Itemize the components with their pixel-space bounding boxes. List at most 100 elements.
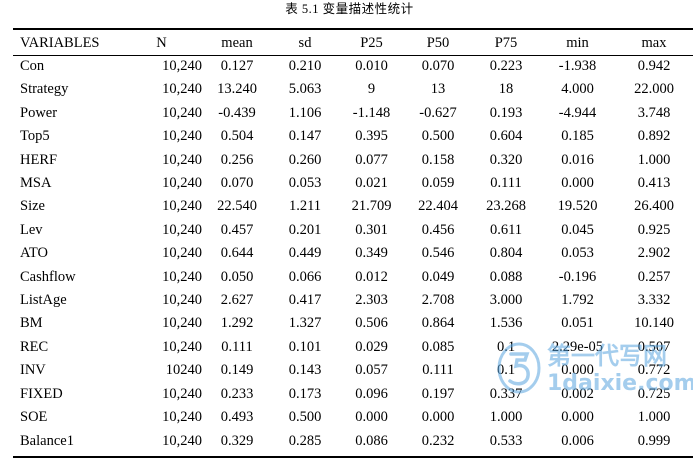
variable-name-cell: Con (20, 58, 45, 74)
stat-cell-min: 19.520 (557, 198, 598, 215)
stat-cell-n: 10,240 (162, 58, 202, 74)
column-header-max: max (641, 35, 667, 51)
column-header-p75: P75 (494, 35, 518, 51)
stat-cell-p50: 0.158 (421, 151, 455, 168)
variable-name-cell: Strategy (20, 81, 69, 98)
stat-cell-p25: 0.029 (355, 338, 388, 355)
variable-name-cell: INV (20, 362, 46, 379)
variable-name-cell: FIXED (20, 385, 63, 402)
stat-cell-sd: 1.106 (288, 104, 322, 121)
table-row: Strategy 10,240 13.240 5.063 9 13 18 4.000 22.00… (13, 78, 693, 101)
stat-cell-max: 3.748 (637, 104, 671, 121)
variable-name-cell: SOE (20, 409, 48, 426)
table-row: Size 10,240 22.540 1.211 21.709 22.404 23.268 1… (13, 195, 693, 218)
column-header-p50: P50 (426, 35, 450, 51)
stat-cell-n: 10240 (165, 362, 202, 379)
column-header-mean: mean (221, 35, 253, 51)
column-header-n: N (156, 35, 167, 51)
stat-cell-p25: 0.000 (355, 409, 388, 426)
stat-cell-sd: 0.417 (288, 292, 322, 309)
table-row: Con 10,240 0.127 0.210 0.010 0.070 0.223 -1.938… (13, 55, 693, 78)
table-caption: 表 5.1 变量描述性统计 (285, 2, 414, 16)
column-header-variables: VARIABLES (20, 35, 100, 51)
stat-cell-mean: 0.457 (220, 221, 254, 238)
stat-cell-sd: 0.449 (288, 245, 322, 262)
stat-cell-sd: 0.053 (288, 175, 322, 192)
stat-cell-p25: 0.021 (355, 175, 388, 192)
stat-cell-sd: 0.173 (288, 385, 322, 402)
stat-cell-p75: 0.111 (490, 175, 522, 192)
stat-cell-p25: 0.096 (355, 385, 388, 402)
stat-cell-n: 10,240 (162, 432, 202, 449)
variable-name-cell: MSA (20, 175, 52, 192)
stat-cell-n: 10,240 (162, 81, 202, 98)
stat-cell-mean: 0.329 (220, 432, 254, 449)
table-row: ListAge 10,240 2.627 0.417 2.303 2.708 3.000 1.… (13, 289, 693, 312)
stat-cell-mean: 0.233 (220, 385, 254, 402)
stat-cell-mean: 0.050 (220, 268, 254, 285)
stat-cell-min: 4.000 (561, 81, 594, 98)
header-rule (13, 55, 693, 56)
stat-cell-n: 10,240 (162, 128, 202, 145)
stat-cell-p25: 21.709 (351, 198, 392, 215)
stat-cell-mean: 22.540 (217, 198, 257, 215)
stat-cell-min: 0.045 (561, 221, 594, 238)
stat-cell-n: 10,240 (162, 268, 202, 285)
stat-cell-n: 10,240 (162, 198, 202, 215)
stat-cell-min: 2.29e-05 (551, 338, 604, 355)
stat-cell-p75: 0.1 (496, 362, 516, 379)
variable-name-cell: Lev (20, 221, 43, 238)
stat-cell-p25: 0.349 (355, 245, 388, 262)
stat-cell-mean: 1.292 (220, 315, 254, 332)
stat-cell-mean: 0.149 (220, 362, 254, 379)
stat-cell-p75: 1.000 (489, 409, 523, 426)
stat-cell-max: 0.257 (637, 268, 671, 285)
stat-cell-mean: 0.493 (220, 409, 254, 426)
stat-cell-max: 0.892 (637, 128, 671, 145)
stat-cell-max: 1.000 (637, 409, 671, 426)
stat-cell-n: 10,240 (162, 221, 202, 238)
stat-cell-p75: 0.337 (489, 385, 523, 402)
stat-cell-max: 3.332 (637, 292, 671, 309)
stat-cell-sd: 0.210 (288, 58, 322, 74)
stat-cell-p75: 3.000 (489, 292, 523, 309)
stat-cell-sd: 0.500 (288, 409, 322, 426)
variable-name-cell: Power (20, 104, 58, 121)
stat-cell-p25: 0.012 (355, 268, 388, 285)
stat-cell-sd: 0.201 (288, 221, 322, 238)
stat-cell-min: 0.006 (561, 432, 594, 449)
stat-cell-mean: -0.439 (218, 104, 256, 121)
stat-cell-n: 10,240 (162, 385, 202, 402)
stat-cell-p75: 0.604 (489, 128, 523, 145)
stat-cell-max: 0.942 (637, 58, 671, 74)
stat-cell-max: 0.772 (637, 362, 671, 379)
stat-cell-max: 0.725 (637, 385, 671, 402)
stat-cell-p25: 0.301 (355, 221, 388, 238)
stat-cell-max: 22.000 (634, 81, 674, 98)
stat-cell-min: 0.185 (561, 128, 594, 145)
stat-cell-p25: 0.086 (355, 432, 388, 449)
stat-cell-max: 0.925 (637, 221, 671, 238)
stat-cell-n: 10,240 (162, 315, 202, 332)
stat-cell-mean: 0.070 (220, 175, 254, 192)
top-rule (13, 28, 693, 30)
table-row: Balance1 10,240 0.329 0.285 0.086 0.232 0.533 0… (13, 430, 693, 453)
variable-name-cell: Size (20, 198, 45, 215)
stat-cell-max: 2.902 (637, 245, 671, 262)
stat-cell-p25: 0.057 (355, 362, 388, 379)
stat-cell-mean: 2.627 (220, 292, 254, 309)
stat-cell-sd: 0.147 (288, 128, 322, 145)
table-row: INV 10240 0.149 0.143 0.057 0.111 0.1 0.000 0.77… (13, 359, 693, 382)
stat-cell-min: -0.196 (558, 268, 597, 285)
stat-cell-p50: 0.197 (421, 385, 455, 402)
stat-cell-min: 0.002 (561, 385, 594, 402)
stat-cell-n: 10,240 (162, 245, 202, 262)
stat-cell-min: 0.000 (561, 409, 594, 426)
stat-cell-min: 0.053 (561, 245, 594, 262)
stat-cell-p75: 23.268 (486, 198, 526, 215)
stat-cell-min: 0.000 (561, 362, 594, 379)
variable-name-cell: Cashflow (20, 268, 76, 285)
stat-cell-p50: 0.000 (421, 409, 455, 426)
